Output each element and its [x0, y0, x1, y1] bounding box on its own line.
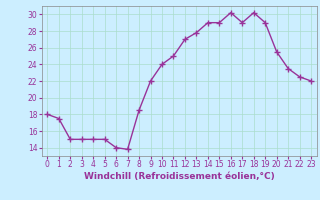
X-axis label: Windchill (Refroidissement éolien,°C): Windchill (Refroidissement éolien,°C): [84, 172, 275, 181]
